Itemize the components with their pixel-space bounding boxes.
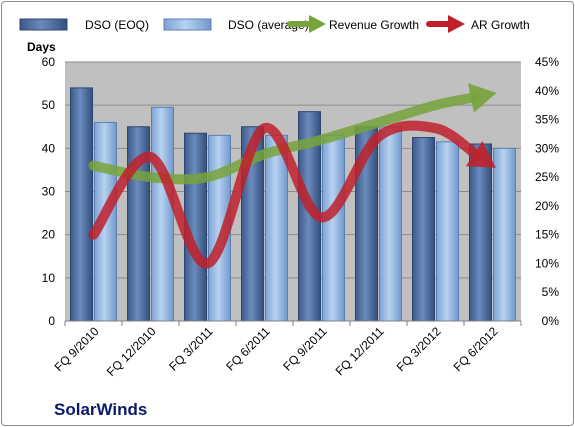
x-tick-label: FQ 12/2011 xyxy=(333,324,387,378)
x-tick-label: FQ 3/2012 xyxy=(394,324,444,374)
ar-growth-arrowhead xyxy=(465,140,496,168)
y2-tick-label: 45% xyxy=(535,55,559,69)
y2-tick-label: 25% xyxy=(535,170,559,184)
x-tick-label: FQ 3/2011 xyxy=(166,324,216,374)
y-axis-title: Days xyxy=(27,40,56,54)
y2-tick-label: 30% xyxy=(535,141,559,155)
y-tick-label: 60 xyxy=(42,55,56,69)
legend-swatch-ar-growth xyxy=(426,15,465,33)
y-tick-label: 10 xyxy=(42,271,56,285)
y-axis-ticks: 0 10 20 30 40 50 60 xyxy=(42,55,56,328)
x-tick-label: FQ 9/2010 xyxy=(52,324,102,374)
company-label: SolarWinds xyxy=(54,400,147,419)
bar-dso-average xyxy=(493,147,516,322)
legend-label-dso-eoq: DSO (EOQ) xyxy=(85,18,149,32)
x-tick-label: FQ 9/2011 xyxy=(280,324,330,374)
legend-swatch-dso-average xyxy=(163,18,212,31)
legend-swatch-revenue-growth xyxy=(287,15,326,33)
ar-growth-line xyxy=(88,120,482,269)
y2-tick-label: 10% xyxy=(535,256,559,270)
legend-label-ar-growth: AR Growth xyxy=(471,18,530,32)
growth-lines xyxy=(88,83,497,269)
y-tick-label: 40 xyxy=(42,141,56,155)
y-tick-label: 50 xyxy=(42,98,56,112)
y2-tick-label: 40% xyxy=(535,84,559,98)
x-tick-label: FQ 12/2010 xyxy=(104,324,159,379)
y2-tick-label: 5% xyxy=(542,285,560,299)
legend-swatch-dso-eoq xyxy=(19,18,68,31)
bar-dso-eoq xyxy=(70,87,93,322)
bar-dso-eoq xyxy=(412,137,435,322)
legend-label-revenue-growth: Revenue Growth xyxy=(329,18,419,32)
bar-dso-eoq xyxy=(469,143,492,322)
bar-dso-average xyxy=(436,141,459,322)
bar-dso-average xyxy=(151,106,174,322)
x-tick-label: FQ 6/2012 xyxy=(451,324,501,374)
y2-tick-label: 35% xyxy=(535,113,559,127)
bar-dso-average xyxy=(379,126,402,322)
x-axis-ticks: FQ 9/2010 FQ 12/2010 FQ 3/2011 FQ 6/2011 FQ … xyxy=(52,321,522,379)
revenue-growth-line xyxy=(88,92,480,185)
y2-tick-label: 20% xyxy=(535,199,559,213)
y-tick-label: 20 xyxy=(42,228,56,242)
bar-dso-average xyxy=(265,134,288,322)
revenue-growth-arrowhead xyxy=(467,83,497,113)
y2-axis-ticks: 0% 5% 10% 15% 20% 25% 30% 35% 40% 45% xyxy=(535,55,559,328)
x-tick-label: FQ 6/2011 xyxy=(223,324,273,374)
y2-tick-label: 0% xyxy=(542,314,560,328)
bar-dso-average xyxy=(322,134,345,322)
y-tick-label: 0 xyxy=(48,314,55,328)
y2-tick-label: 15% xyxy=(535,228,559,242)
legend: DSO (EOQ) DSO (average) Revenue Growth A… xyxy=(19,15,530,33)
y-tick-label: 30 xyxy=(42,185,56,199)
